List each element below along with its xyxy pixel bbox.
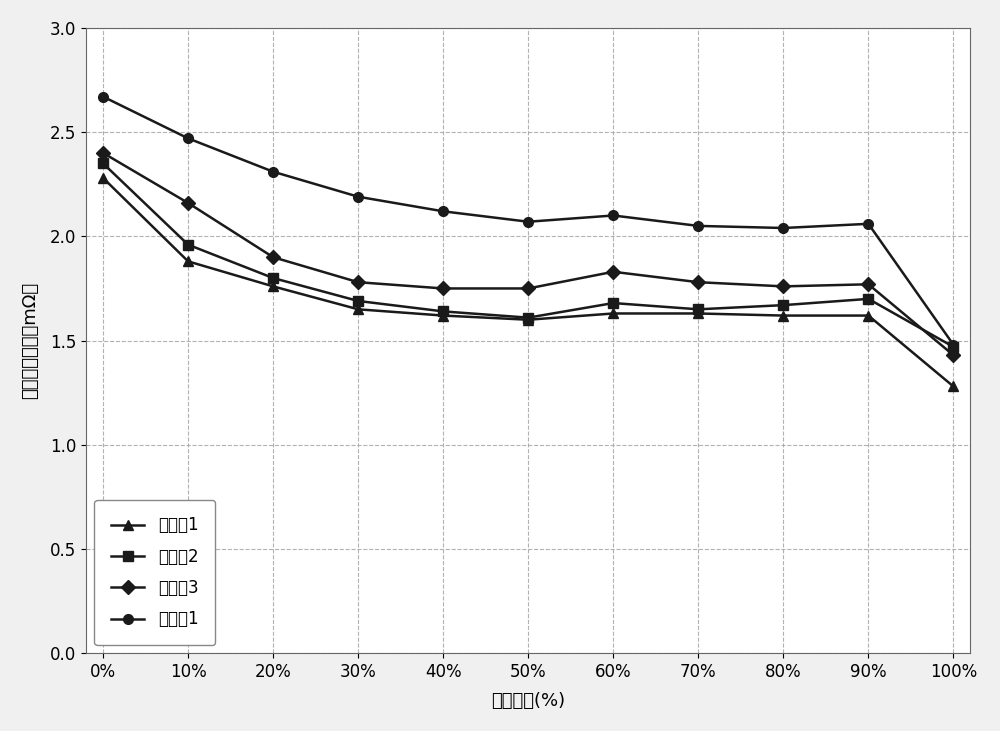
实施例1 bbox=[352, 305, 364, 314]
实施例1 bbox=[522, 315, 534, 324]
实施例3 bbox=[522, 284, 534, 293]
实施例3 bbox=[777, 282, 789, 291]
实施例3 bbox=[267, 253, 279, 262]
对比例1 bbox=[97, 92, 109, 101]
实施例1 bbox=[607, 309, 619, 318]
实施例2 bbox=[692, 305, 704, 314]
实施例1 bbox=[862, 311, 874, 320]
对比例1 bbox=[352, 192, 364, 201]
实施例1 bbox=[97, 173, 109, 182]
对比例1 bbox=[692, 221, 704, 230]
实施例1 bbox=[947, 382, 959, 391]
对比例1 bbox=[607, 211, 619, 220]
对比例1 bbox=[777, 224, 789, 232]
Line: 实施例3: 实施例3 bbox=[98, 148, 958, 360]
实施例2 bbox=[352, 297, 364, 306]
X-axis label: 荷电状态(%): 荷电状态(%) bbox=[491, 692, 565, 711]
实施例2 bbox=[522, 314, 534, 322]
实施例3 bbox=[692, 278, 704, 287]
对比例1 bbox=[182, 134, 194, 143]
实施例3 bbox=[862, 280, 874, 289]
对比例1 bbox=[522, 217, 534, 226]
对比例1 bbox=[947, 341, 959, 349]
实施例2 bbox=[97, 159, 109, 167]
对比例1 bbox=[267, 167, 279, 176]
实施例3 bbox=[607, 268, 619, 276]
实施例2 bbox=[777, 300, 789, 309]
实施例1 bbox=[182, 257, 194, 266]
Line: 实施例1: 实施例1 bbox=[98, 173, 958, 391]
实施例3 bbox=[437, 284, 449, 293]
实施例3 bbox=[352, 278, 364, 287]
实施例3 bbox=[947, 351, 959, 360]
实施例2 bbox=[182, 240, 194, 249]
对比例1 bbox=[862, 219, 874, 228]
实施例3 bbox=[182, 199, 194, 208]
Line: 对比例1: 对比例1 bbox=[98, 92, 958, 349]
实施例2 bbox=[437, 307, 449, 316]
实施例1 bbox=[267, 282, 279, 291]
实施例2 bbox=[947, 342, 959, 351]
Line: 实施例2: 实施例2 bbox=[98, 159, 958, 352]
实施例1 bbox=[437, 311, 449, 320]
实施例2 bbox=[862, 295, 874, 303]
Legend: 实施例1, 实施例2, 实施例3, 对比例1: 实施例1, 实施例2, 实施例3, 对比例1 bbox=[94, 500, 215, 645]
实施例1 bbox=[777, 311, 789, 320]
对比例1 bbox=[437, 207, 449, 216]
实施例2 bbox=[267, 273, 279, 282]
实施例3 bbox=[97, 148, 109, 157]
实施例2 bbox=[607, 299, 619, 308]
Y-axis label: 放电直流电阵（mΩ）: 放电直流电阵（mΩ） bbox=[21, 282, 39, 399]
实施例1 bbox=[692, 309, 704, 318]
